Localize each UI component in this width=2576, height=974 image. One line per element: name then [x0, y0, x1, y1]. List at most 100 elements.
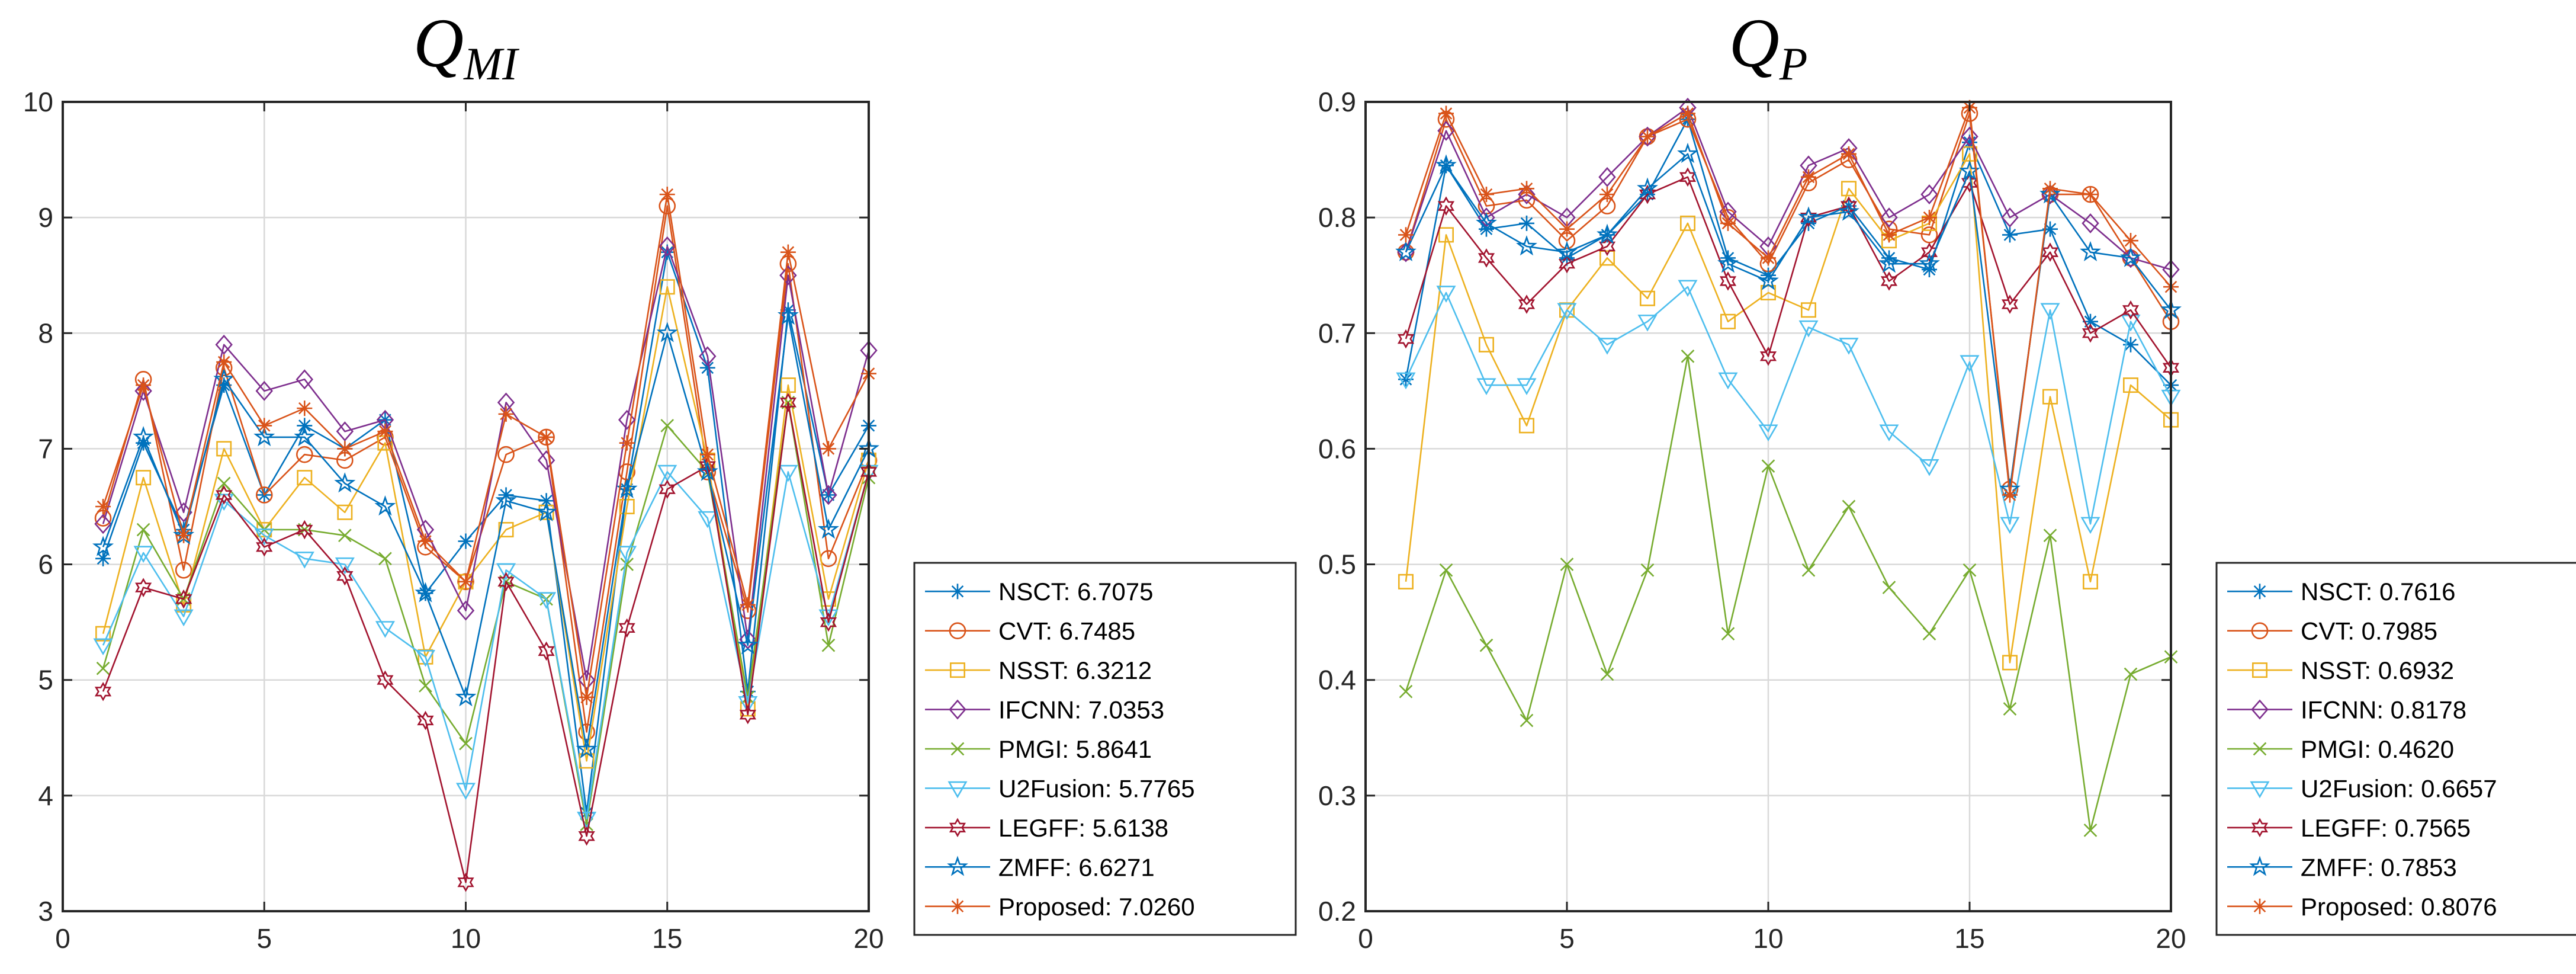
legend-item-proposed: Proposed: 0.8076 — [2227, 893, 2497, 921]
data-point-ifcnn-18 — [2082, 213, 2099, 233]
y-tick-label: 4 — [38, 780, 53, 811]
data-point-nsct-11 — [498, 487, 514, 503]
data-point-legff-10 — [1759, 347, 1777, 366]
data-point-pmgi-9 — [1721, 627, 1735, 640]
data-point-nsct-12 — [538, 493, 554, 509]
legend-item-u2fusion: U2Fusion: 5.7765 — [925, 774, 1195, 802]
data-point-nsst-18 — [2083, 573, 2099, 589]
legend-label: NSCT: 6.7075 — [998, 578, 1153, 605]
legend-marker-nsst — [2252, 662, 2268, 678]
series-line-u2fusion — [1405, 286, 2172, 525]
data-point-ifcnn-10 — [457, 600, 475, 621]
data-point-legff-6 — [1598, 236, 1616, 257]
data-point-pmgi-4 — [1520, 713, 1534, 728]
data-point-legff-9 — [1719, 271, 1737, 291]
data-point-legff-13 — [1880, 271, 1898, 291]
legend-label: PMGI: 0.4620 — [2301, 735, 2454, 763]
data-point-nsst-3 — [1479, 337, 1495, 353]
y-tick-label: 3 — [38, 896, 53, 927]
legend-marker-ifcnn — [949, 699, 966, 720]
data-point-legff-13 — [578, 826, 595, 846]
data-point-nsct-1 — [95, 550, 111, 566]
series-line-pmgi — [1405, 355, 2172, 831]
data-point-nsct-15 — [1962, 134, 1977, 150]
data-point-u2fusion-11 — [496, 563, 516, 581]
data-point-pmgi-14 — [620, 558, 634, 571]
x-tick-label: 20 — [853, 923, 884, 954]
data-point-proposed-12 — [538, 429, 554, 445]
chart-title-subscript: MI — [463, 38, 520, 89]
x-tick-label: 10 — [451, 923, 481, 954]
data-point-nsst-6 — [297, 470, 313, 486]
data-point-u2fusion-9 — [415, 649, 436, 667]
data-point-nsst-14 — [619, 498, 635, 514]
data-point-legff-14 — [618, 618, 635, 638]
data-point-u2fusion-14 — [617, 546, 637, 563]
data-point-legff-1 — [94, 681, 112, 701]
data-point-ifcnn-7 — [336, 421, 354, 442]
data-point-nsct-4 — [1519, 215, 1534, 231]
y-tick-label: 7 — [38, 433, 53, 464]
data-point-legff-11 — [497, 572, 515, 592]
data-point-u2fusion-7 — [335, 557, 355, 575]
data-point-pmgi-1 — [1399, 684, 1413, 699]
data-point-proposed-1 — [1398, 227, 1414, 243]
data-point-pmgi-1 — [96, 661, 110, 675]
legend-marker-proposed — [950, 898, 965, 914]
data-point-nsst-15 — [659, 279, 675, 295]
chart-title: QP — [1729, 4, 1808, 89]
legend-marker-pmgi — [950, 742, 965, 756]
series-line-proposed — [102, 193, 870, 699]
data-point-zmff-19 — [2120, 246, 2141, 267]
data-point-nsst-11 — [498, 522, 514, 538]
legend-item-pmgi: PMGI: 5.8641 — [925, 735, 1152, 763]
data-point-cvt-11 — [497, 446, 515, 463]
data-point-cvt-5 — [255, 486, 273, 504]
data-point-zmff-8 — [374, 495, 396, 516]
series-line-zmff — [102, 315, 870, 751]
data-point-zmff-8 — [1677, 142, 1698, 164]
data-point-pmgi-18 — [2083, 824, 2098, 837]
legend-item-ifcnn: IFCNN: 7.0353 — [925, 696, 1164, 724]
data-point-nsst-19 — [2123, 377, 2139, 393]
legend-item-proposed: Proposed: 7.0260 — [925, 893, 1195, 921]
data-point-nsct-11 — [1801, 215, 1816, 231]
data-point-legff-19 — [820, 612, 837, 632]
data-point-proposed-16 — [699, 447, 715, 463]
data-point-ifcnn-13 — [577, 669, 596, 690]
data-point-u2fusion-3 — [174, 609, 194, 627]
data-point-zmff-16 — [696, 460, 718, 481]
legend-label: Proposed: 0.8076 — [2301, 893, 2497, 921]
legend-label: ZMFF: 0.7853 — [2301, 853, 2457, 881]
data-point-pmgi-2 — [1439, 563, 1453, 577]
legend-marker-nsct — [950, 584, 965, 600]
data-point-nsst-2 — [1438, 227, 1454, 243]
series-line-nsst — [102, 286, 870, 762]
data-point-proposed-2 — [1438, 105, 1454, 121]
data-point-pmgi-19 — [821, 638, 836, 652]
data-point-u2fusion-19 — [2121, 315, 2141, 332]
data-point-nsct-16 — [699, 360, 715, 376]
data-point-proposed-8 — [377, 424, 393, 440]
data-point-zmff-10 — [455, 686, 477, 707]
data-point-nsct-17 — [2042, 221, 2058, 237]
data-point-proposed-4 — [1519, 181, 1534, 197]
legend-item-zmff: ZMFF: 0.7853 — [2227, 853, 2457, 881]
data-point-cvt-6 — [295, 446, 313, 463]
data-point-legff-9 — [417, 710, 434, 730]
series-legff — [94, 393, 878, 892]
data-point-u2fusion-6 — [294, 552, 314, 569]
data-point-proposed-10 — [458, 573, 474, 589]
data-point-nsst-18 — [780, 377, 796, 393]
y-tick-label: 0.4 — [1318, 665, 1356, 696]
data-point-zmff-6 — [1597, 223, 1618, 244]
data-point-proposed-12 — [1841, 146, 1856, 162]
data-point-u2fusion-4 — [1517, 378, 1537, 395]
data-point-nsct-16 — [2002, 227, 2018, 243]
legend: NSCT: 6.7075 CVT: 6.7485 NSST: 6.3212 IFCNN… — [913, 562, 1297, 936]
data-point-ifcnn-15 — [659, 236, 676, 257]
legend-marker-ifcnn — [2251, 699, 2269, 720]
data-point-nsct-15 — [659, 244, 675, 260]
data-point-pmgi-19 — [2124, 667, 2138, 681]
data-point-ifcnn-14 — [1920, 184, 1938, 205]
